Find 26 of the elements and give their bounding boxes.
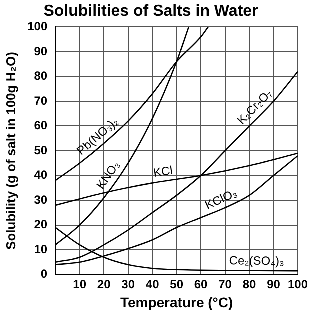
x-tick-label: 60 [194, 277, 208, 292]
y-tick-label: 0 [40, 267, 48, 282]
chart-title: Solubilities of Salts in Water [44, 3, 258, 20]
x-tick-label: 70 [218, 277, 232, 292]
x-tick-label: 50 [170, 277, 184, 292]
y-tick-label: 100 [28, 20, 48, 34]
y-tick-label: 90 [34, 44, 48, 58]
annotation: KClO₃ [203, 186, 240, 213]
y-tick-label: 10 [34, 242, 48, 256]
x-tick-label: 80 [242, 277, 257, 292]
y-axis-title: Solubility (g of salt in 100g H₂O) [3, 52, 18, 250]
x-tick-label: 20 [97, 277, 112, 292]
x-tick-label: 10 [73, 277, 87, 292]
y-tick-label: 20 [34, 218, 48, 232]
y-tick-label: 80 [34, 69, 48, 84]
x-tick-label: 30 [122, 277, 136, 292]
x-tick-label: 40 [146, 277, 160, 292]
x-axis-title: Temperature (°C) [120, 294, 234, 310]
y-tick-label: 70 [34, 94, 48, 108]
y-tick-label: 40 [34, 168, 48, 182]
y-tick-label: 30 [34, 192, 48, 207]
x-tick-label: 100 [288, 277, 308, 292]
y-tick-label: 60 [34, 118, 48, 133]
annotation: KCl [152, 163, 174, 180]
x-tick-label: 90 [267, 277, 281, 292]
y-tick-label: 50 [34, 143, 48, 158]
